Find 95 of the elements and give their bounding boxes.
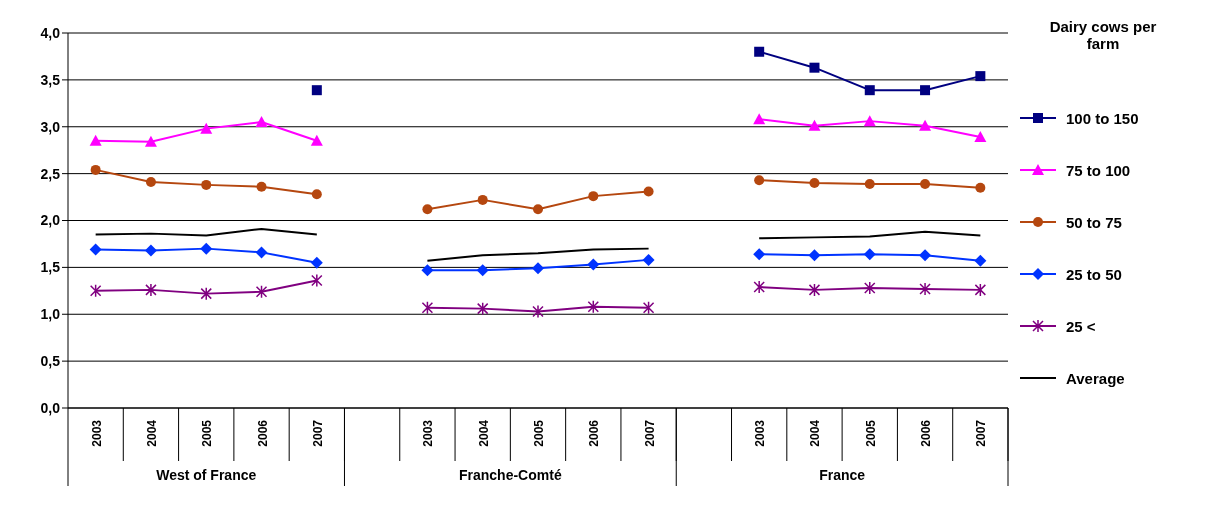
point xyxy=(919,249,932,262)
y-tick-label: 2,5 xyxy=(40,165,61,182)
x-tick-label: 2004 xyxy=(476,419,491,447)
point xyxy=(532,262,544,275)
point xyxy=(863,115,876,127)
point xyxy=(808,119,821,131)
point xyxy=(532,304,544,319)
point xyxy=(144,244,157,257)
point xyxy=(311,189,322,200)
point xyxy=(256,181,267,192)
point xyxy=(920,85,931,96)
y-tick-label: 1,0 xyxy=(40,306,61,323)
x-tick-label: 2005 xyxy=(863,419,878,447)
point xyxy=(310,256,323,269)
point xyxy=(919,282,931,296)
point xyxy=(808,249,821,262)
point xyxy=(643,186,654,197)
point xyxy=(421,264,434,277)
x-tick-label: 2003 xyxy=(753,419,768,447)
point xyxy=(421,300,434,315)
x-tick-label: 2006 xyxy=(587,419,602,447)
y-tick-label: 2,0 xyxy=(40,212,61,229)
legend-label: 25 to 50 xyxy=(1066,265,1122,283)
x-tick-label: 2004 xyxy=(808,419,823,447)
point xyxy=(753,113,766,125)
x-tick-label: 2004 xyxy=(144,419,159,447)
point xyxy=(974,283,987,297)
x-tick-label: 2006 xyxy=(919,419,934,447)
point xyxy=(975,71,986,82)
point xyxy=(753,280,765,294)
point xyxy=(144,135,157,147)
point xyxy=(310,134,323,146)
point xyxy=(145,177,156,188)
y-tick-label: 1,5 xyxy=(40,259,61,276)
point xyxy=(476,301,489,316)
point xyxy=(200,122,213,134)
point xyxy=(863,248,876,261)
y-tick-label: 3,0 xyxy=(40,118,61,135)
point xyxy=(89,284,102,298)
point xyxy=(642,253,655,266)
legend-label: 50 to 75 xyxy=(1066,213,1122,231)
point xyxy=(89,243,102,256)
point xyxy=(311,273,323,288)
y-tick-label: 4,0 xyxy=(40,24,61,41)
point xyxy=(533,204,543,215)
point xyxy=(255,246,268,259)
legend-label: 100 to 150 xyxy=(1066,109,1139,127)
point xyxy=(200,242,213,255)
point xyxy=(754,46,765,57)
point xyxy=(642,300,655,315)
point xyxy=(201,179,212,190)
point xyxy=(477,194,488,205)
point xyxy=(809,178,820,188)
legend-label: 25 < xyxy=(1066,317,1096,335)
point xyxy=(754,175,765,186)
text: Franche-Comté xyxy=(459,467,562,483)
point xyxy=(864,281,876,295)
y-tick-label: 0,0 xyxy=(40,399,61,416)
point xyxy=(864,178,875,189)
x-tick-label: 2003 xyxy=(89,419,104,447)
point xyxy=(587,258,600,271)
point xyxy=(255,285,268,299)
x-tick-label: 2007 xyxy=(642,419,657,447)
x-tick-label: 2005 xyxy=(532,419,546,447)
x-tick-label: 2007 xyxy=(310,419,325,447)
point xyxy=(809,62,820,73)
text: France xyxy=(819,467,866,483)
point xyxy=(975,182,986,193)
point xyxy=(145,283,157,297)
point xyxy=(588,191,599,202)
point xyxy=(587,300,600,314)
y-tick-label: 3,5 xyxy=(40,71,61,88)
legend-label: 75 to 100 xyxy=(1066,161,1131,179)
x-tick-label: 2003 xyxy=(421,419,436,447)
x-tick-label: 2005 xyxy=(200,419,215,447)
point xyxy=(808,283,821,297)
point xyxy=(255,116,268,128)
point xyxy=(974,254,987,267)
x-tick-label: 2006 xyxy=(255,419,270,447)
legend-label: Average xyxy=(1066,369,1125,387)
point xyxy=(311,85,322,96)
point xyxy=(422,204,433,215)
point xyxy=(90,164,101,175)
point xyxy=(753,248,766,261)
point xyxy=(476,264,489,277)
x-tick-label: 2007 xyxy=(974,419,989,447)
point xyxy=(200,286,212,301)
y-tick-label: 0,5 xyxy=(40,353,61,370)
text: West of France xyxy=(156,467,257,483)
point xyxy=(920,178,931,189)
legend-title: Dairy cows per farm xyxy=(1048,18,1158,52)
point xyxy=(864,85,875,96)
point xyxy=(974,131,987,143)
point xyxy=(919,119,932,131)
point xyxy=(89,134,102,146)
